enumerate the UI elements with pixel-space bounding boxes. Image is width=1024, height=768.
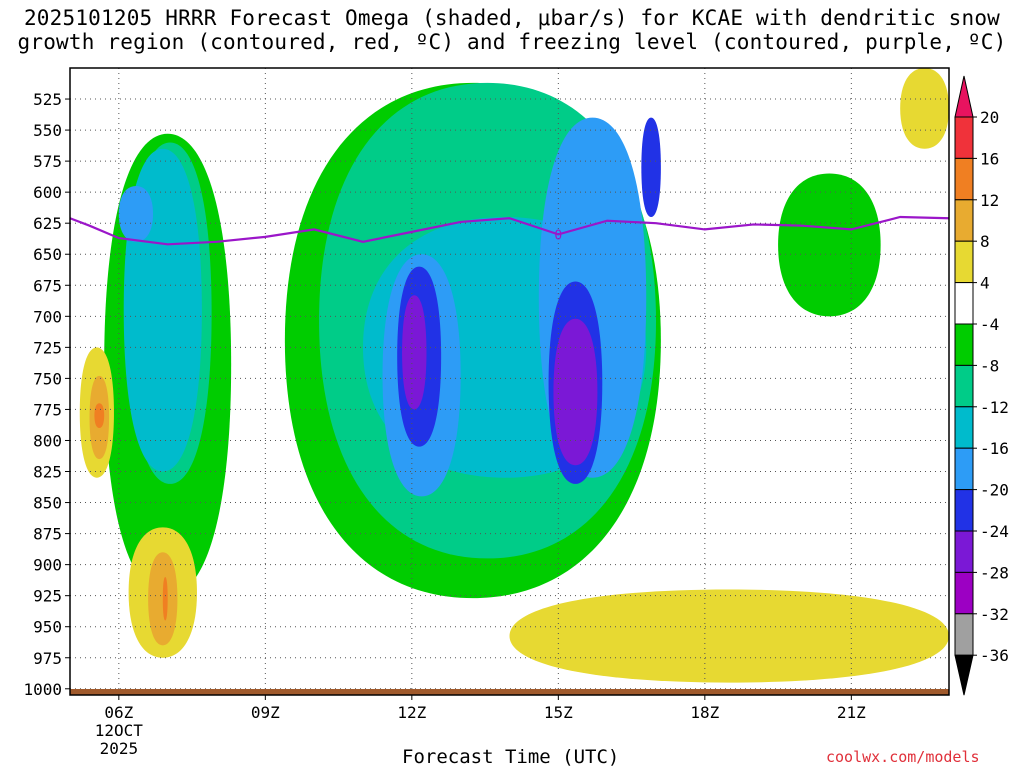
y-tick-label-900: 900 xyxy=(33,556,62,575)
colorbar-segment-7 xyxy=(954,364,974,408)
chart-title-line-2: growth region (contoured, red, ºC) and f… xyxy=(17,30,1007,54)
x-date-label-1: 2025 xyxy=(100,739,139,758)
x-axis-label: Forecast Time (UTC) xyxy=(402,746,620,768)
omega-region-6-2 xyxy=(509,589,949,683)
y-tick-label-675: 675 xyxy=(33,276,62,295)
freezing-level-line xyxy=(70,215,949,246)
colorbar: 20 16 12 8 4 -4 -8 -12 -16 -20 -24 -28 -32 -36 xyxy=(954,75,1009,696)
x-tick-label-06Z: 06Z xyxy=(104,703,133,722)
x-tick-label-21Z: 21Z xyxy=(837,703,866,722)
source-credit: coolwx.com/models xyxy=(826,748,980,766)
y-tick-label-750: 750 xyxy=(33,369,62,388)
colorbar-label-3: 8 xyxy=(980,232,990,251)
colorbar-label-0: 20 xyxy=(980,108,999,127)
y-tick-label-825: 825 xyxy=(33,463,62,482)
colorbar-segment-4 xyxy=(954,240,974,284)
y-tick-label-975: 975 xyxy=(33,649,62,668)
y-tick-label-600: 600 xyxy=(33,183,62,202)
omega-region-0-2 xyxy=(778,173,881,317)
colorbar-segment-6 xyxy=(954,323,974,366)
colorbar-label-5: -4 xyxy=(980,315,999,334)
omega-region-5-0 xyxy=(402,295,427,410)
colorbar-segment-5 xyxy=(954,282,974,325)
y-tick-label-850: 850 xyxy=(33,494,62,513)
omega-region-4-2 xyxy=(641,117,661,217)
y-tick-label-625: 625 xyxy=(33,214,62,233)
colorbar-label-12: -32 xyxy=(980,605,1009,624)
y-tick-label-650: 650 xyxy=(33,245,62,264)
y-tick-label-1000: 1000 xyxy=(23,680,62,699)
y-tick-label-925: 925 xyxy=(33,587,62,606)
x-tick-label-15Z: 15Z xyxy=(544,703,573,722)
colorbar-segment-2 xyxy=(954,157,974,201)
ground-surface xyxy=(70,689,949,695)
x-date-label-0: 12OCT xyxy=(95,721,144,740)
omega-region-8-1 xyxy=(162,577,168,621)
colorbar-label-9: -20 xyxy=(980,481,1009,500)
x-tick-label-09Z: 09Z xyxy=(251,703,280,722)
y-tick-label-725: 725 xyxy=(33,338,62,357)
omega-region-5-1 xyxy=(553,318,598,466)
colorbar-segment-8 xyxy=(954,406,974,449)
colorbar-label-10: -24 xyxy=(980,522,1009,541)
colorbar-segment-10 xyxy=(954,489,974,532)
omega-region-3-0 xyxy=(118,185,154,242)
x-tick-label-18Z: 18Z xyxy=(690,703,719,722)
colorbar-label-4: 4 xyxy=(980,274,990,293)
colorbar-label-1: 16 xyxy=(980,149,999,168)
omega-region-7-1 xyxy=(148,552,178,646)
chart-title: 2025101205 HRRR Forecast Omega (shaded, … xyxy=(0,6,1024,54)
y-tick-label-575: 575 xyxy=(33,152,62,171)
omega-region-6-3 xyxy=(900,68,949,149)
omega-shading xyxy=(79,68,949,683)
freezing-level: 0 xyxy=(70,215,949,246)
ground-strip xyxy=(70,689,949,695)
chart-title-line-1: 2025101205 HRRR Forecast Omega (shaded, … xyxy=(23,6,1001,30)
y-tick-label-550: 550 xyxy=(33,121,62,140)
colorbar-label-7: -12 xyxy=(980,398,1009,417)
colorbar-label-13: -36 xyxy=(980,646,1009,665)
y-tick-label-800: 800 xyxy=(33,431,62,450)
x-tick-label-12Z: 12Z xyxy=(397,703,426,722)
colorbar-segment-13 xyxy=(954,613,974,656)
y-axis-ticks: 525 550 575 600 625 650 675 700 725 750 775 800 825 8… xyxy=(23,90,70,699)
y-tick-label-525: 525 xyxy=(33,90,62,109)
colorbar-segment-9 xyxy=(954,447,974,491)
colorbar-top-arrow xyxy=(954,75,974,118)
colorbar-segment-12 xyxy=(954,571,974,615)
omega-region-8-0 xyxy=(94,403,105,429)
colorbar-bottom-arrow xyxy=(954,654,974,696)
y-tick-label-875: 875 xyxy=(33,525,62,544)
colorbar-segment-3 xyxy=(954,199,974,242)
y-tick-label-775: 775 xyxy=(33,400,62,419)
colorbar-label-11: -28 xyxy=(980,563,1009,582)
colorbar-label-6: -8 xyxy=(980,356,999,375)
plot-frame xyxy=(69,67,950,696)
y-tick-label-700: 700 xyxy=(33,307,62,326)
colorbar-label-2: 12 xyxy=(980,191,999,210)
y-tick-label-950: 950 xyxy=(33,618,62,637)
colorbar-segment-1 xyxy=(954,116,974,159)
colorbar-segment-11 xyxy=(954,530,974,573)
colorbar-label-8: -16 xyxy=(980,439,1009,458)
freezing-level-label: 0 xyxy=(554,228,562,243)
